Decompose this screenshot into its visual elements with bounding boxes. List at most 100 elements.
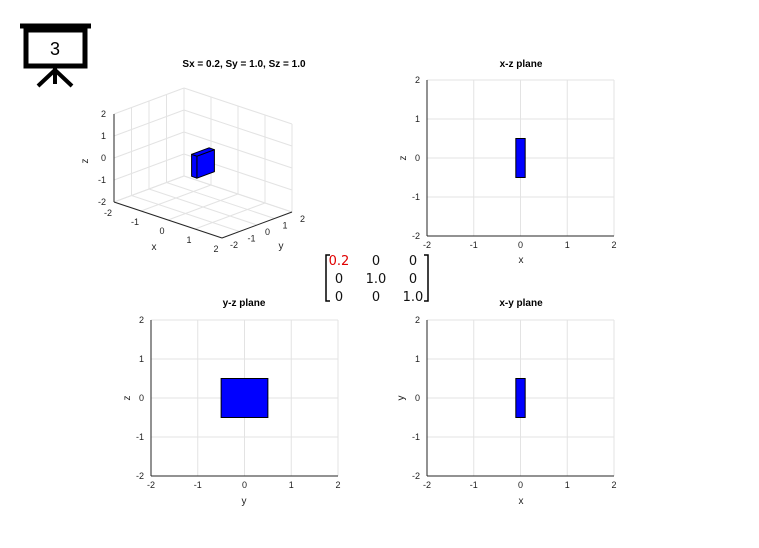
y-tick-label: 0 [139,393,144,403]
plot-3d-box [191,147,215,179]
x-tick-label: 1 [565,480,570,490]
x-tick-label: 2 [611,480,616,490]
x-tick-label: -2 [423,240,431,250]
y-tick-label: 1 [415,114,420,124]
gridline-floor [183,175,293,213]
plot-yz-title: y-z plane [223,298,266,309]
y-tick-label: 0 [265,227,270,237]
z-tick-label: 0 [101,153,106,163]
plot-3d-ylabel: y [279,241,284,252]
gridline-back-wall [183,109,293,147]
y-axis-line [221,211,293,239]
matrix-cell: 0 [335,290,343,305]
x-tick-label: -2 [104,208,112,218]
x-tick-label: -2 [147,480,155,490]
plot-3d-axes [113,114,293,239]
gridline-side-wall [113,109,185,137]
x-axis-line [113,201,223,239]
x-tick-label: 1 [565,240,570,250]
z-tick-label: 2 [101,109,106,119]
gridline-floor [194,202,266,230]
y-tick-label: 0 [415,393,420,403]
gridline-floor [166,182,275,219]
y-tick-label: 1 [139,354,144,364]
matrix-right-bracket [424,254,429,302]
box-face-z [191,147,215,157]
matrix-cell-highlighted: 0.2 [329,254,350,269]
plot-3d-ticks: -2 -1 0 1 2 -2 -1 0 1 2 -2 -1 0 1 2 [98,109,305,254]
plot-xy-title: x-y plane [499,298,543,309]
z-tick-label: -2 [98,197,106,207]
x-tick-label: 1 [289,480,294,490]
x-tick-label: -1 [194,480,202,490]
plot-xz-xlabel: x [519,255,524,266]
x-tick-label: -1 [470,480,478,490]
matrix-cell: 0 [335,272,343,287]
matrix-cell: 0 [372,254,380,269]
plot-yz-body: -2 -1 0 1 2 -2 -1 0 1 2 [136,315,341,490]
y-tick-label: 1 [283,221,288,231]
y-tick-label: 2 [300,214,305,224]
x-tick-label: 0 [518,480,523,490]
x-tick-label: 0 [159,226,164,236]
y-tick-label: 2 [415,75,420,85]
x-tick-label: 0 [518,240,523,250]
matrix-cell: 0 [409,254,417,269]
y-tick-label: -1 [136,432,144,442]
x-tick-label: 2 [335,480,340,490]
plot-yz-ylabel: z [122,396,133,401]
y-tick-label: -1 [248,234,256,244]
matrix-cell: 0 [409,272,417,287]
z-tick-label: 1 [101,131,106,141]
matrix-cell: 1.0 [403,290,424,305]
matrix-cells: 0.2 0 0 0 1.0 0 0 0 1.0 [329,254,424,305]
x-tick-label: 1 [186,235,191,245]
matrix-cell: 1.0 [366,272,387,287]
matrix-left-bracket [325,254,330,302]
plot-xz-body: -2 -1 0 1 2 -2 -1 0 1 2 [412,75,617,250]
plot-3d-zlabel: z [80,159,91,164]
gridline-side-wall [113,131,185,159]
x-tick-label: -1 [131,217,139,227]
x-tick-label: 2 [611,240,616,250]
plot-yz-xlabel: y [242,496,247,507]
y-tick-label: 2 [139,315,144,325]
x-tick-label: 2 [213,244,218,254]
shape-rect [220,378,269,418]
plot-3d: Sx = 0.2, Sy = 1.0, Sz = 1.0 -2 -1 0 1 2 -2 -1… [80,59,306,254]
y-tick-label: 2 [415,315,420,325]
plot-xz-title: x-z plane [500,59,543,70]
x-tick-label: -1 [470,240,478,250]
scale-matrix: 0.2 0 0 0 1.0 0 0 0 1.0 [325,254,429,305]
gridline-side-wall [113,87,185,115]
x-tick-label: -2 [423,480,431,490]
plot-3d-title: Sx = 0.2, Sy = 1.0, Sz = 1.0 [182,59,306,70]
box-face-y [191,153,198,179]
gridline-floor [148,188,258,226]
y-tick-label: -2 [136,471,144,481]
plot-xy: x-y plane -2 -1 0 1 2 -2 -1 0 1 2 x y [396,298,617,507]
shape-rect [515,138,526,178]
y-tick-label: -2 [230,240,238,250]
shape-rect [515,378,526,418]
y-tick-label: -2 [412,471,420,481]
y-tick-label: -2 [412,231,420,241]
gridline-back-wall [183,87,293,125]
y-tick-label: 1 [415,354,420,364]
y-tick-label: 0 [415,153,420,163]
plot-3d-xlabel: x [152,242,157,253]
plot-xz-ylabel: z [398,156,409,161]
gridline-back-wall [183,131,293,169]
plot-xy-ylabel: y [396,396,407,401]
matrix-cell: 0 [372,290,380,305]
x-tick-label: 0 [242,480,247,490]
z-tick-label: -1 [98,175,106,185]
plot-yz: y-z plane -2 -1 0 1 2 -2 -1 0 1 2 y z [122,298,341,507]
plot-xy-xlabel: x [519,496,524,507]
slide-number: 3 [50,39,60,59]
plot-xz: x-z plane -2 -1 0 1 2 -2 -1 0 1 2 x z [398,59,617,266]
y-tick-label: -1 [412,192,420,202]
presentation-icon[interactable]: 3 [20,23,91,88]
plot-xy-body: -2 -1 0 1 2 -2 -1 0 1 2 [412,315,617,490]
